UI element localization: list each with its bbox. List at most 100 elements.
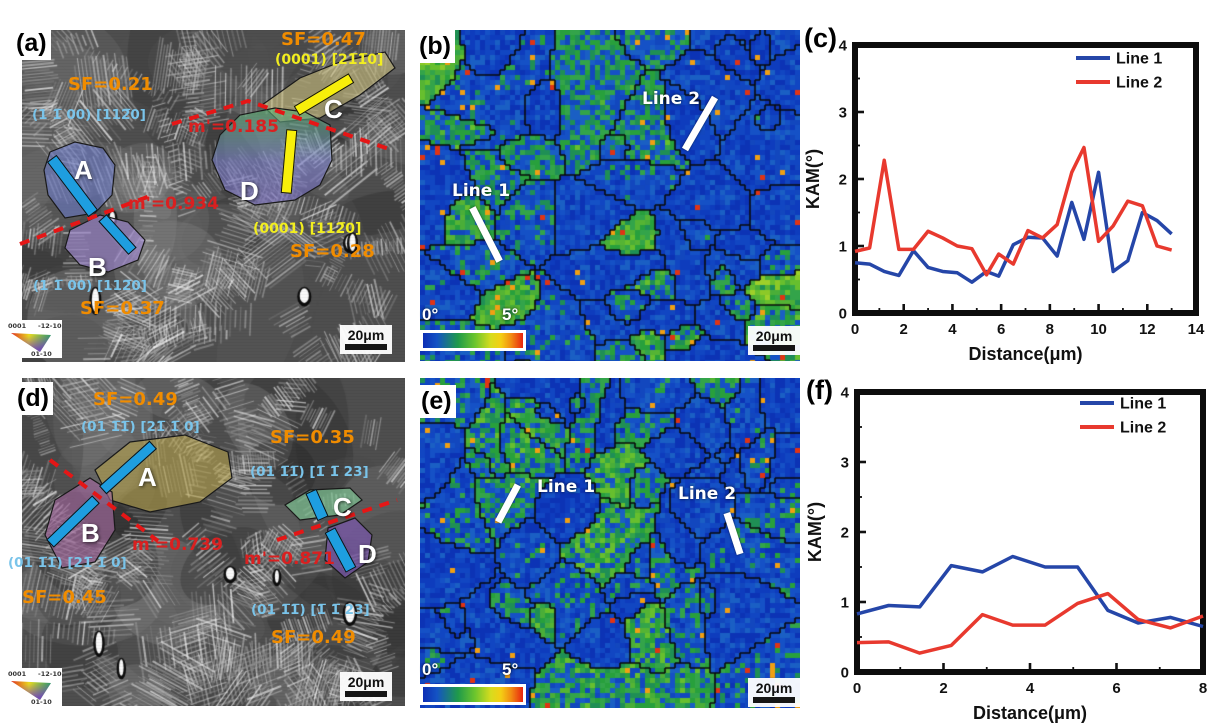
panel-d-sem-image: (d) SF=0.49 (01 1̅1̅) [21̅ 1̅ 0] SF=0.35… (6, 378, 405, 706)
slip-system-a-top-left: (1 1̅ 00) [112̅0] (32, 107, 146, 123)
schmid-factor-a-grain-d: SF=0.28 (290, 241, 375, 262)
colorbar-b-max-label: 5° (502, 305, 519, 324)
scale-bar-d: 20μm (340, 672, 392, 701)
slip-system-d-grain-b: (01 1̅1̅) [21̅ 1̅ 0] (8, 555, 127, 571)
m-prime-a-grain-cd: m'=0.185 (188, 117, 279, 137)
y-tick-label: 1 (839, 239, 847, 256)
scale-bar-b-line (753, 345, 795, 351)
mprime-dashed-line-cd (171, 98, 393, 152)
grain-a-letter: A (74, 155, 93, 185)
scale-bar-d-text: 20μm (347, 674, 385, 690)
panel-f-chart: (f) 0 2 4 6 8 0 1 2 3 4 Line 1 Line 2 Distance(μm) KA… (800, 372, 1220, 724)
grain-a-letter: A (138, 462, 157, 492)
panel-d-label: (d) (13, 382, 53, 415)
y-axis-title: KAM(°) (805, 502, 825, 562)
y-tick-label: 3 (839, 105, 847, 122)
schmid-factor-d-grain-b: SF=0.45 (22, 587, 107, 608)
x-axis-title: Distance(μm) (973, 703, 1087, 723)
kam-e-line2-label: Line 2 (678, 484, 737, 504)
legend-label: Line 2 (1116, 75, 1162, 92)
y-tick-label: 2 (839, 172, 847, 189)
schmid-factor-d-grain-d: SF=0.49 (271, 627, 356, 648)
legend-label: Line 1 (1116, 51, 1162, 68)
panel-e-kam-map: (e) Line 1 Line 2 0° 5° 20μm (417, 378, 800, 708)
m-prime-a-grain-ab: m'=0.934 (128, 194, 219, 214)
colorbar-e-gradient (420, 684, 526, 705)
kam-texture-e (420, 378, 800, 708)
kam-b-line1-label: Line 1 (452, 181, 511, 201)
grain-a-overlay (94, 434, 233, 513)
grain-b-letter: B (81, 518, 100, 548)
slip-system-a-grain-d: (0001) [112̅0] (253, 221, 362, 237)
y-tick-label: 2 (841, 525, 849, 542)
scale-bar-d-line (345, 691, 387, 697)
ipf-d-corner-01-10: 01-10 (31, 698, 52, 706)
y-tick-label: 3 (841, 455, 849, 472)
schmid-factor-d-grain-a: SF=0.49 (93, 389, 178, 410)
ipf-a-corner-0001: 0001 (8, 322, 27, 330)
x-tick-label: 4 (1026, 680, 1035, 697)
slip-system-d-grain-c: (01 1̅1̅) [1̅ 1̅ 23] (250, 464, 369, 480)
scale-bar-b: 20μm (748, 326, 800, 355)
kam-distance-chart-f: 0 2 4 6 8 0 1 2 3 4 Line 1 Line 2 Distance(μm) KAM(°) (805, 385, 1207, 724)
kam-texture-b (420, 30, 800, 361)
m-prime-d-grain-ab: m'=0.739 (132, 535, 223, 555)
x-tick-label: 6 (997, 321, 1005, 338)
grain-d-letter: D (358, 539, 377, 569)
scale-bar-e-text: 20μm (755, 680, 793, 696)
panel-a-sem-image: (a) SF=0.21 (1 1̅ 00) [112̅0] SF=0.47 (0… (6, 27, 405, 362)
mprime-dashed-line-cd (276, 498, 398, 542)
x-tick-label: 0 (851, 321, 859, 338)
panel-c-chart: (c) 0 2 4 6 8 10 12 14 0 1 2 3 4 Line 1 Line 2 Distance… (800, 20, 1220, 370)
kam-e-line1-label: Line 1 (537, 477, 596, 497)
scale-bar-a-text: 20μm (347, 327, 385, 343)
grain-d-overlay (211, 107, 333, 206)
data-series-line-2 (854, 145, 1173, 277)
scale-bar-e-line (753, 697, 795, 703)
slip-system-d-grain-a: (01 1̅1̅) [21̅ 1̅ 0] (81, 419, 200, 435)
data-series-line-1 (856, 554, 1204, 629)
scale-bar-b-text: 20μm (755, 328, 793, 344)
ipf-d-corner--12-10: -12-10 (38, 670, 62, 678)
slip-system-d-grain-d: (01 1̅1̅) [1̅ 1̅ 23] (251, 602, 370, 618)
slip-system-a-top-right: (0001) [21̅1̅0] (275, 52, 384, 68)
scale-bar-e: 20μm (748, 678, 800, 707)
plot-frame (852, 42, 1199, 316)
colorbar-b-gradient (420, 330, 526, 351)
schmid-factor-a-top-right: SF=0.47 (281, 29, 366, 50)
y-tick-label: 0 (841, 665, 849, 682)
scale-bar-a-line (345, 344, 387, 350)
colorbar-b-min-label: 0° (422, 305, 439, 324)
y-tick-label: 4 (839, 38, 848, 55)
x-tick-label: 8 (1199, 680, 1207, 697)
ipf-triangle-a-icon (11, 333, 51, 352)
data-series-line-1 (854, 170, 1173, 284)
grain-b-letter: B (88, 252, 107, 282)
mprime-dashed-line-ab (19, 194, 151, 246)
grain-d-letter: D (240, 176, 259, 206)
plot-frame (854, 389, 1206, 675)
x-tick-label: 2 (939, 680, 947, 697)
panel-b-label: (b) (415, 30, 455, 63)
panel-b-kam-map: (b) Line 1 Line 2 0° 5° 20μm (415, 30, 800, 361)
y-tick-label: 0 (839, 306, 847, 323)
m-prime-d-grain-cd: m'=0.871 (244, 549, 335, 569)
x-tick-label: 14 (1188, 321, 1205, 338)
y-tick-label: 1 (841, 595, 849, 612)
colorbar-e-min-label: 0° (422, 660, 439, 679)
schmid-factor-d-grain-c: SF=0.35 (270, 427, 355, 448)
kam-b-line2-label: Line 2 (642, 89, 701, 109)
legend-label: Line 2 (1120, 420, 1166, 437)
x-tick-label: 12 (1139, 321, 1156, 338)
x-tick-label: 0 (853, 680, 861, 697)
panel-a-label: (a) (12, 27, 51, 60)
x-tick-label: 6 (1112, 680, 1120, 697)
slip-system-a-bottom-left: (1 1̅ 00) [112̅0] (33, 278, 147, 294)
panel-e-label: (e) (417, 385, 456, 418)
ipf-color-key-a: 0001 -12-10 01-10 (6, 320, 62, 358)
data-series-line-2 (856, 591, 1204, 655)
ipf-a-corner-01-10: 01-10 (31, 350, 52, 358)
x-tick-label: 8 (1046, 321, 1054, 338)
ipf-triangle-d-icon (11, 681, 51, 700)
